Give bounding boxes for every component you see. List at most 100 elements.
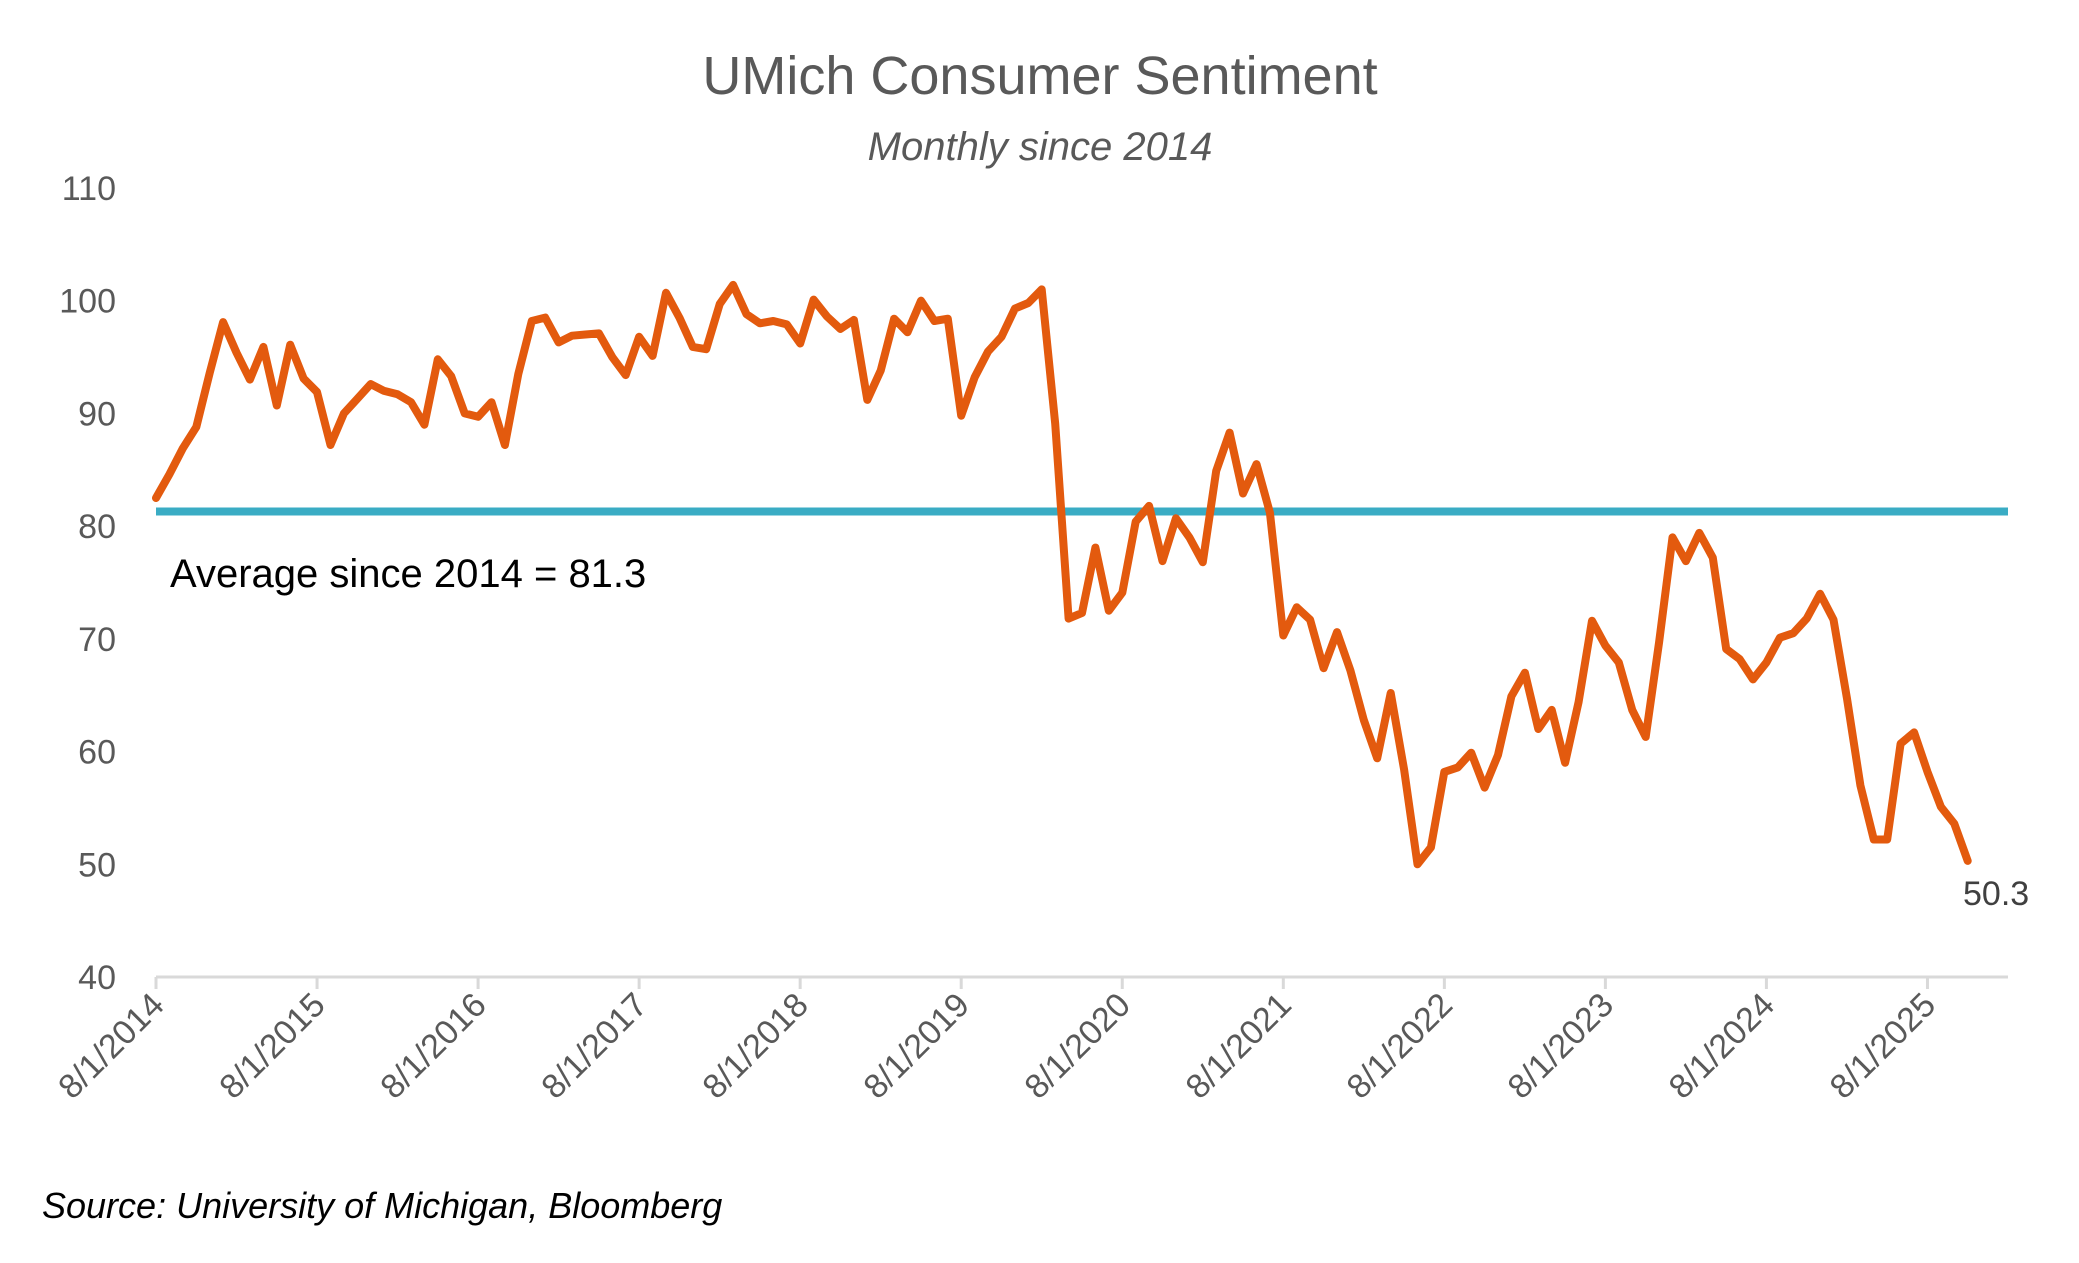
data-point — [1456, 765, 1460, 769]
data-point — [570, 334, 574, 338]
data-point — [1577, 700, 1581, 704]
data-point — [1442, 770, 1446, 774]
data-point — [1778, 636, 1782, 640]
data-point — [1107, 609, 1111, 613]
data-point — [825, 315, 829, 319]
data-point — [1952, 822, 1956, 826]
data-point — [1483, 786, 1487, 790]
data-point — [932, 319, 936, 323]
data-point — [342, 411, 346, 415]
data-point — [315, 390, 319, 394]
x-tick-label: 8/1/2017 — [534, 986, 654, 1106]
data-point — [838, 327, 842, 331]
data-point — [1966, 859, 1970, 863]
data-point — [1214, 469, 1218, 473]
data-point — [463, 411, 467, 415]
data-point — [1872, 838, 1876, 842]
data-point — [1644, 735, 1648, 739]
data-point — [946, 317, 950, 321]
data-point — [208, 371, 212, 375]
data-point — [610, 355, 614, 359]
data-point — [1241, 492, 1245, 496]
data-point — [1469, 751, 1473, 755]
data-point — [1939, 805, 1943, 809]
x-tick-label: 8/1/2025 — [1823, 986, 1943, 1106]
average-annotation: Average since 2014 = 81.3 — [170, 552, 646, 596]
data-point — [1509, 694, 1513, 698]
data-point — [664, 291, 668, 295]
y-tick-label: 40 — [78, 959, 116, 997]
data-point — [1335, 630, 1339, 634]
x-tick-label: 8/1/2016 — [373, 986, 493, 1106]
data-point — [167, 472, 171, 476]
data-point — [557, 340, 561, 344]
data-point — [1630, 708, 1634, 712]
data-point — [1805, 617, 1809, 621]
y-axis: 40 50 60 70 80 90 100 110 — [59, 170, 116, 997]
data-point — [1375, 756, 1379, 760]
data-point — [879, 369, 883, 373]
source-note: Source: University of Michigan, Bloomber… — [42, 1185, 722, 1226]
data-point — [1308, 618, 1312, 622]
data-point — [1295, 605, 1299, 609]
x-tick-label: 8/1/2022 — [1340, 986, 1460, 1106]
data-point — [261, 345, 265, 349]
data-point — [302, 377, 306, 381]
y-tick-label: 60 — [78, 734, 116, 772]
data-point — [1885, 838, 1889, 842]
data-point — [1899, 742, 1903, 746]
data-point — [919, 299, 923, 303]
data-point — [973, 375, 977, 379]
data-point — [449, 374, 453, 378]
data-point — [1053, 422, 1057, 426]
data-point — [1080, 611, 1084, 615]
data-point — [731, 283, 735, 287]
data-point — [1764, 661, 1768, 665]
data-point — [1684, 559, 1688, 563]
x-tick-label: 8/1/2014 — [51, 986, 171, 1106]
data-point — [1536, 727, 1540, 731]
data-point — [1187, 535, 1191, 539]
y-tick-label: 80 — [78, 508, 116, 546]
data-point — [1429, 845, 1433, 849]
sentiment-series-line — [152, 280, 1972, 869]
x-tick-label: 8/1/2021 — [1178, 986, 1298, 1106]
data-point — [704, 347, 708, 351]
data-point — [812, 298, 816, 302]
data-point — [1845, 697, 1849, 701]
data-point — [194, 425, 198, 429]
data-point — [1751, 677, 1755, 681]
data-point — [785, 322, 789, 326]
x-tick-label: 8/1/2023 — [1501, 986, 1621, 1106]
data-point — [516, 372, 520, 376]
data-point — [583, 333, 587, 337]
data-point — [382, 389, 386, 393]
x-tick-label: 8/1/2020 — [1017, 986, 1137, 1106]
data-point — [154, 496, 158, 500]
data-point — [624, 373, 628, 377]
data-point — [248, 378, 252, 382]
data-point — [1201, 560, 1205, 564]
data-point — [490, 400, 494, 404]
data-point — [1738, 657, 1742, 661]
data-point — [221, 320, 225, 324]
data-point — [181, 446, 185, 450]
data-point — [1134, 520, 1138, 524]
data-point — [865, 398, 869, 402]
data-point — [275, 404, 279, 408]
x-tick-label: 8/1/2018 — [695, 986, 815, 1106]
data-point — [1389, 691, 1393, 695]
data-point — [1026, 301, 1030, 305]
data-point — [597, 331, 601, 335]
x-tick-label: 8/1/2024 — [1662, 986, 1782, 1106]
data-point — [1617, 661, 1621, 665]
data-point — [1724, 647, 1728, 651]
data-point — [1671, 535, 1675, 539]
data-point — [906, 330, 910, 334]
data-point — [1013, 307, 1017, 311]
data-point — [235, 351, 239, 355]
y-tick-label: 100 — [59, 283, 116, 321]
data-point — [1402, 768, 1406, 772]
data-point — [852, 318, 856, 322]
